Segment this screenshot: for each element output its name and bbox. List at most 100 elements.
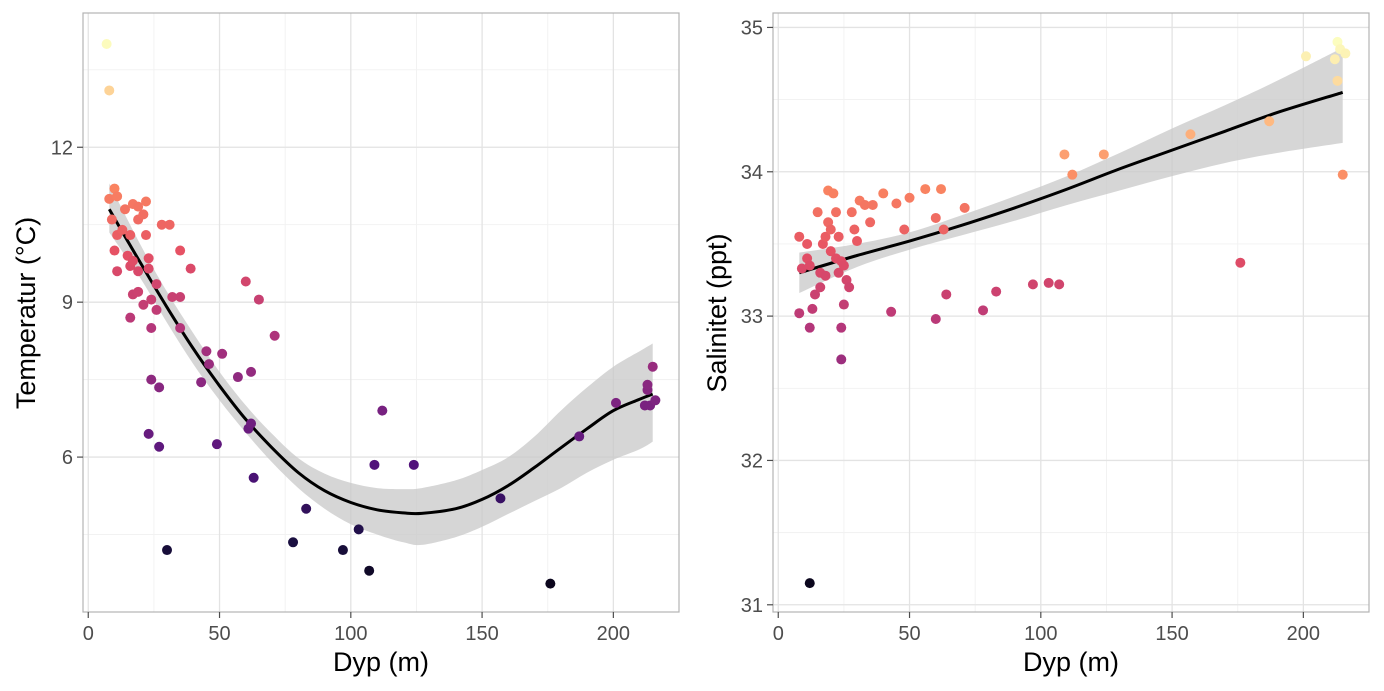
salinity-data-point xyxy=(812,207,823,218)
temperature-data-point xyxy=(269,330,280,341)
salinity-chart: 0 50 100 150 200 31 32 33 34 35 Dyp (m) Salinitet… xyxy=(702,12,1370,677)
salinity-data-point xyxy=(930,313,941,324)
salinity-y-tick-label: 31 xyxy=(741,595,763,617)
salinity-data-point xyxy=(838,260,849,271)
temperature-data-point xyxy=(545,578,556,589)
temperature-data-point xyxy=(408,459,419,470)
temperature-data-point xyxy=(104,85,115,96)
salinity-data-point xyxy=(825,224,836,235)
salinity-data-point xyxy=(844,282,855,293)
salinity-data-point xyxy=(828,188,839,199)
temperature-data-point xyxy=(377,405,388,416)
salinity-data-point xyxy=(833,267,844,278)
salinity-x-tick-label: 150 xyxy=(1155,623,1188,645)
temperature-y-tick-label: 6 xyxy=(62,447,73,469)
temperature-data-point xyxy=(162,545,173,556)
temperature-chart: 0 50 100 150 200 6 9 12 Dyp (m) Temperatur (°C) xyxy=(11,12,680,677)
temperature-data-point xyxy=(175,322,186,333)
temperature-x-tick-label: 200 xyxy=(597,623,630,645)
temperature-data-point xyxy=(109,183,120,194)
salinity-data-point xyxy=(804,578,815,589)
salinity-data-point xyxy=(794,231,805,242)
temperature-data-point xyxy=(248,472,259,483)
salinity-data-point xyxy=(807,303,818,314)
salinity-data-point xyxy=(836,354,847,365)
temperature-y-tick-label: 12 xyxy=(51,137,73,159)
salinity-data-point xyxy=(804,260,815,271)
temperature-data-point xyxy=(211,439,222,450)
temperature-data-point xyxy=(141,196,152,207)
temperature-data-point xyxy=(112,191,123,202)
salinity-data-point xyxy=(820,231,831,242)
salinity-data-point xyxy=(831,207,842,218)
salinity-data-point xyxy=(1300,51,1311,62)
salinity-data-point xyxy=(796,263,807,274)
salinity-data-point xyxy=(936,184,947,195)
temperature-data-point xyxy=(143,253,154,264)
salinity-data-point xyxy=(833,231,844,242)
temperature-data-point xyxy=(246,366,257,377)
salinity-x-tick-label: 0 xyxy=(773,623,784,645)
salinity-data-point xyxy=(886,306,897,317)
temperature-data-point xyxy=(101,38,112,49)
temperature-data-point xyxy=(246,418,257,429)
temperature-data-point xyxy=(125,312,136,323)
temperature-data-point xyxy=(133,286,144,297)
salinity-data-point xyxy=(1264,116,1275,127)
temperature-data-point xyxy=(369,459,380,470)
temperature-data-point xyxy=(337,545,348,556)
temperature-data-point xyxy=(185,263,196,274)
salinity-y-tick-label: 32 xyxy=(741,450,763,472)
salinity-y-tick-label: 35 xyxy=(741,17,763,39)
salinity-data-point xyxy=(1340,48,1351,59)
temperature-confidence-band xyxy=(109,183,653,546)
temperature-data-point xyxy=(217,348,228,359)
salinity-data-point xyxy=(1059,149,1070,160)
temperature-x-tick-label: 0 xyxy=(83,623,94,645)
temperature-x-tick-label: 100 xyxy=(334,623,367,645)
temperature-x-tick-label: 150 xyxy=(465,623,498,645)
temperature-data-point xyxy=(154,382,165,393)
temperature-data-point xyxy=(253,294,264,305)
temperature-data-point xyxy=(364,565,375,576)
salinity-data-point xyxy=(1067,169,1078,180)
temperature-data-point xyxy=(146,294,157,305)
temperature-data-point xyxy=(151,279,162,290)
salinity-data-point xyxy=(810,289,821,300)
temperature-data-point xyxy=(650,395,661,406)
temperature-data-point xyxy=(141,230,152,241)
temperature-data-point xyxy=(112,266,123,277)
temperature-data-point xyxy=(138,299,149,310)
temperature-data-point xyxy=(647,361,658,372)
salinity-data-point xyxy=(1235,257,1246,268)
salinity-data-point xyxy=(865,217,876,228)
salinity-data-point xyxy=(899,224,910,235)
temperature-data-point xyxy=(196,377,207,388)
temperature-data-point xyxy=(120,204,131,215)
temperature-data-point xyxy=(642,379,653,390)
salinity-data-point xyxy=(815,282,826,293)
temperature-data-point xyxy=(127,255,138,266)
salinity-y-tick-label: 34 xyxy=(741,162,763,184)
temperature-data-point xyxy=(232,372,243,383)
salinity-data-point xyxy=(1027,279,1038,290)
salinity-data-point xyxy=(959,202,970,213)
salinity-data-point xyxy=(849,224,860,235)
temperature-x-axis-title: Dyp (m) xyxy=(333,647,429,677)
salinity-data-point xyxy=(938,224,949,235)
salinity-y-axis-title: Salinitet (ppt) xyxy=(702,233,732,392)
salinity-data-point xyxy=(1098,149,1109,160)
temperature-data-point xyxy=(125,230,136,241)
temperature-data-point xyxy=(610,397,621,408)
temperature-data-point xyxy=(353,524,364,535)
salinity-x-tick-label: 100 xyxy=(1024,623,1057,645)
salinity-data-point xyxy=(978,305,989,316)
temperature-data-point xyxy=(167,292,178,303)
temperature-data-point xyxy=(133,266,144,277)
temperature-data-point xyxy=(106,214,117,225)
temperature-data-point xyxy=(109,245,120,256)
salinity-data-point xyxy=(804,322,815,333)
salinity-data-point xyxy=(1054,279,1065,290)
temperature-data-point xyxy=(133,201,144,212)
temperature-data-point xyxy=(495,493,506,504)
